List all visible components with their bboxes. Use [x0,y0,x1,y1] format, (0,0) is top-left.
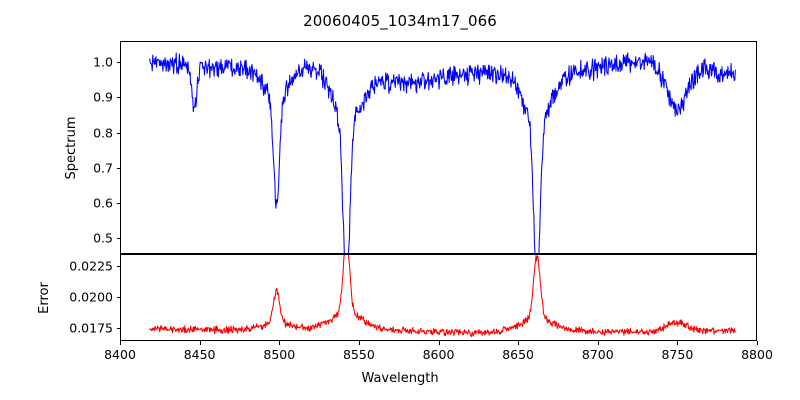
ytick-label-spectrum: 1.0 [93,54,113,70]
xtick-label: 8400 [104,347,136,362]
spectrum-data-line [150,53,736,253]
ytick-label-spectrum: 0.6 [93,195,113,211]
xtick-mark-error [518,341,520,345]
xtick-mark-error [279,341,281,345]
ytick-label-spectrum: 0.8 [93,125,113,140]
xtick-label: 8750 [661,347,694,362]
ytick-mark-error [116,327,120,329]
spectrum-line-plot [121,42,756,253]
xtick-mark-error [438,341,440,345]
y-axis-label-error: Error [37,281,52,314]
xtick-label: 8600 [422,347,455,362]
ytick-mark-error [116,265,120,267]
page-title: 20060405_1034m17_066 [303,12,497,30]
xtick-mark-error [199,341,201,345]
xtick-label: 8500 [263,347,296,362]
xtick-mark-error [757,341,759,345]
xtick-label: 8650 [502,347,534,362]
ytick-label-error: 0.0225 [69,258,113,274]
error-axes [120,254,757,341]
xtick-mark-error [677,341,679,345]
error-data-line [150,255,736,337]
ytick-label-error: 0.0200 [69,289,113,305]
ytick-mark-spectrum [116,97,120,99]
xtick-label: 8700 [581,347,614,362]
xtick-label: 8800 [741,347,773,362]
ytick-mark-spectrum [116,167,120,169]
xtick-label: 8450 [183,347,216,362]
ytick-label-spectrum: 0.7 [93,160,113,176]
xtick-mark-error [120,341,122,345]
ytick-mark-spectrum [116,62,120,64]
ytick-label-spectrum: 0.9 [93,89,113,105]
ytick-mark-spectrum [116,238,120,240]
xtick-mark-error [597,341,599,345]
x-axis-label-wavelength: Wavelength [361,371,439,386]
spectrum-axes [120,41,757,254]
xtick-label: 8550 [342,347,375,362]
ytick-label-spectrum: 0.5 [93,230,113,246]
ytick-mark-spectrum [116,132,120,134]
xtick-mark-error [358,341,360,345]
y-axis-label-spectrum: Spectrum [64,116,79,179]
ytick-mark-error [116,296,120,298]
error-line-plot [121,255,756,340]
ytick-mark-spectrum [116,203,120,205]
ytick-label-error: 0.0175 [69,320,113,336]
